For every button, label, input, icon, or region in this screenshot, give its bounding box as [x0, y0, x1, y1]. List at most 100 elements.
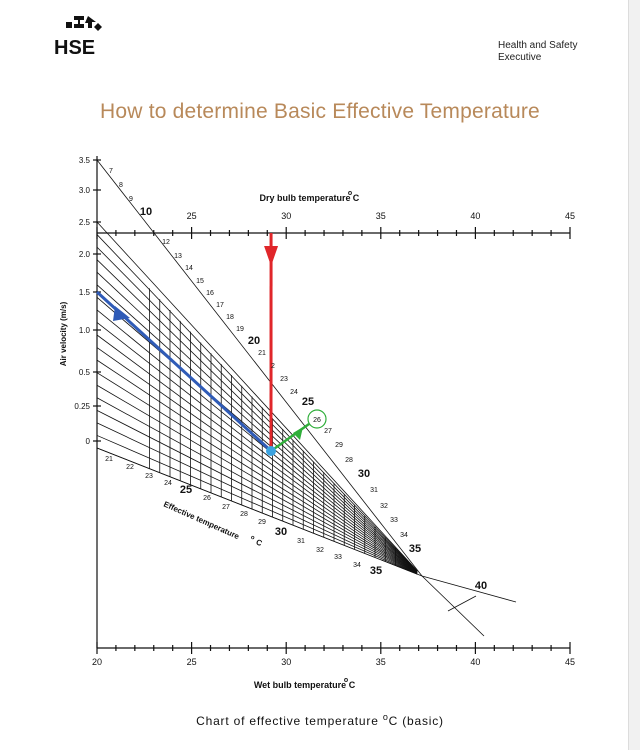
upper-scale-label: 10 [140, 206, 152, 218]
upper-scale-label: 35 [409, 543, 421, 555]
upper-scale-label: 24 [290, 389, 298, 396]
lower-scale-label: 22 [126, 464, 134, 471]
caption-prefix: Chart of effective temperature [196, 714, 383, 728]
air-velocity-tick-label: 0.25 [74, 402, 90, 411]
right-scale-label: 40 [475, 580, 487, 592]
lower-scale-label: 32 [316, 547, 324, 554]
lower-scale-label: 25 [180, 484, 192, 496]
radiating-grid-line [96, 297, 418, 573]
radiating-grid-line [96, 409, 418, 574]
lower-scale-label: 35 [370, 565, 382, 577]
chart-caption: Chart of effective temperature oC (basic… [0, 712, 640, 728]
radiating-grid-line [96, 334, 418, 573]
upper-scale-label: 2 [271, 363, 275, 370]
extension-tick [447, 595, 477, 612]
wet-bulb-tick-label: 30 [281, 657, 291, 667]
radiating-grid-line [96, 221, 418, 571]
upper-scale-label: 29 [335, 442, 343, 449]
hse-logo: HSE [54, 16, 102, 59]
upper-scale-label: 9 [129, 196, 133, 203]
wet-bulb-tick-label: 45 [565, 657, 575, 667]
lower-scale-label: 33 [334, 554, 342, 561]
lower-scale-label: 23 [145, 473, 153, 480]
chart-axes [93, 156, 571, 654]
upper-scale-label: 8 [119, 182, 123, 189]
lower-scale-label: 27 [222, 504, 230, 511]
upper-scale-label: 27 [324, 428, 332, 435]
org-name-line2: Executive [498, 52, 542, 63]
upper-scale-label: 7 [109, 168, 113, 175]
upper-scale-label: 28 [345, 457, 353, 464]
upper-scale-label: 23 [280, 376, 288, 383]
radiating-grid-line [96, 359, 418, 574]
result-circle [307, 409, 327, 429]
dry-bulb-axis-unit: C [353, 193, 360, 203]
dry-bulb-axis-title: Dry bulb temperature [259, 193, 350, 203]
radiating-grid-line [96, 271, 418, 572]
red-arrow-head [264, 246, 279, 266]
upper-diagonal-scale [96, 159, 423, 577]
upper-scale-label: 33 [390, 517, 398, 524]
radiating-grid-line [96, 384, 418, 574]
blue-arrow-head [113, 306, 130, 321]
air-velocity-tick-label: 3.0 [79, 186, 91, 195]
chart-marks [95, 232, 327, 456]
upper-scale-label: 17 [216, 302, 224, 309]
upper-scale-label: 19 [236, 326, 244, 333]
radiating-grid-line [96, 309, 418, 573]
result-green-line [270, 422, 310, 453]
lower-scale-label: 21 [105, 456, 113, 463]
upper-scale-label: 34 [400, 532, 408, 539]
wet-bulb-axis-title: Wet bulb temperature [254, 680, 346, 690]
intersection-marker [266, 446, 276, 456]
radiating-grid-line [96, 234, 418, 572]
caption-degree: o [382, 712, 389, 722]
wet-bulb-tick-label: 40 [470, 657, 480, 667]
lower-scale-label: 29 [258, 519, 266, 526]
upper-scale-label: 12 [162, 239, 170, 246]
air-velocity-tick-label: 2.0 [79, 250, 91, 259]
radiating-grid-line [96, 435, 418, 575]
extension-line [421, 575, 485, 637]
upper-scale-label: 14 [185, 265, 193, 272]
dry-bulb-tick-label: 45 [565, 211, 575, 221]
effective-temperature-unit: C [255, 537, 264, 548]
org-name-line1: Health and Safety [498, 40, 578, 51]
radiating-grid-line [96, 246, 418, 572]
upper-scale-label: 21 [258, 350, 266, 357]
wet-bulb-tick-label: 20 [92, 657, 102, 667]
effective-temperature-degree: o [250, 535, 256, 542]
upper-scale-label: 32 [380, 503, 388, 510]
green-arrow-head [293, 427, 303, 440]
dry-bulb-tick-label: 30 [281, 211, 291, 221]
wet-bulb-axis-unit: C [349, 680, 356, 690]
radiating-grid-line [96, 347, 418, 573]
lower-scale-label: 30 [275, 526, 287, 538]
lower-scale-label: 24 [164, 480, 172, 487]
lower-scale-label: 28 [240, 511, 248, 518]
air-velocity-tick-label: 1.5 [79, 288, 91, 297]
radiating-grid-line [96, 322, 418, 573]
hse-logo-mark [66, 16, 102, 31]
upper-scale-label: 31 [370, 487, 378, 494]
radiating-grid-line [96, 422, 418, 575]
page-title: How to determine Basic Effective Tempera… [100, 100, 540, 123]
radiating-grid-line [96, 284, 418, 572]
radiating-grid-line [96, 397, 418, 574]
wet-bulb-axis-degree: o [344, 677, 348, 684]
air-velocity-tick-label: 0.5 [79, 368, 91, 377]
dry-bulb-tick-label: 35 [376, 211, 386, 221]
result-label: 26 [313, 417, 321, 424]
upper-scale-label: 15 [196, 278, 204, 285]
radiating-grid-line [96, 372, 418, 574]
upper-scale-label: 30 [358, 468, 370, 480]
dry-bulb-tick-label: 25 [187, 211, 197, 221]
dry-bulb-axis-degree: o [348, 190, 352, 197]
air-velocity-axis-title: Air velocity (m/s) [59, 301, 68, 366]
upper-scale-label: 25 [302, 396, 314, 408]
dry-bulb-tick-label: 40 [470, 211, 480, 221]
air-velocity-tick-label: 1.0 [79, 326, 91, 335]
upper-scale-label: 20 [248, 335, 260, 347]
